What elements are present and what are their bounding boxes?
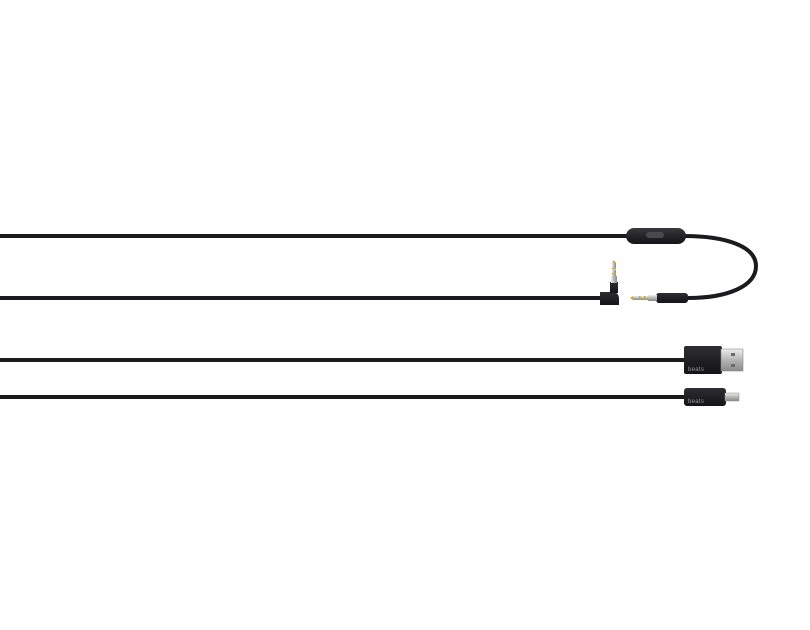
- micro-usb-cable: beats: [0, 388, 740, 406]
- remote-button-icon: [646, 232, 664, 238]
- audio-cable-loop-wire: [682, 234, 759, 300]
- inline-remote-control: [626, 228, 686, 244]
- usb-a-connector: beats: [684, 346, 744, 374]
- usb-a-brand-mark: beats: [688, 367, 704, 373]
- right-angle-audio-plug: [600, 260, 619, 305]
- audio-cable-with-remote: [0, 228, 759, 305]
- usb-a-cable: beats: [0, 346, 744, 374]
- straight-audio-plug: [630, 293, 688, 303]
- micro-usb-brand-mark: beats: [688, 399, 704, 405]
- micro-usb-connector: beats: [684, 388, 740, 406]
